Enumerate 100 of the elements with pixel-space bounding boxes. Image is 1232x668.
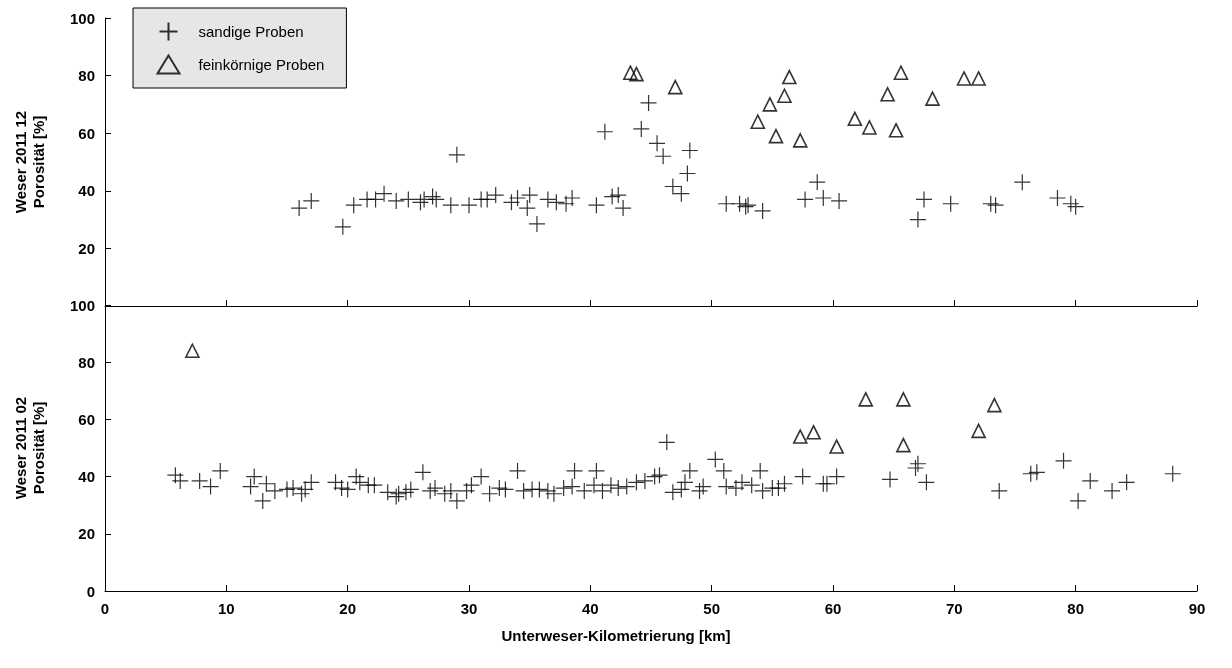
point bbox=[1067, 198, 1085, 216]
point bbox=[399, 190, 417, 209]
point bbox=[387, 192, 405, 210]
point bbox=[654, 147, 672, 165]
point bbox=[1048, 189, 1067, 207]
point bbox=[893, 65, 909, 81]
point bbox=[754, 202, 772, 220]
y-tick-label: 40 bbox=[78, 468, 95, 486]
point bbox=[460, 196, 478, 214]
point bbox=[603, 187, 621, 206]
point bbox=[808, 173, 826, 191]
point bbox=[487, 186, 505, 204]
point bbox=[345, 196, 363, 214]
point bbox=[792, 429, 808, 444]
point bbox=[478, 190, 496, 209]
x-tick-label: 90 bbox=[1188, 600, 1206, 617]
point bbox=[971, 423, 986, 439]
point bbox=[792, 133, 808, 148]
point bbox=[925, 91, 940, 106]
x-tick-label: 70 bbox=[945, 600, 963, 617]
x-axis-title: Unterweser-Kilometrierung [km] bbox=[501, 627, 731, 644]
point bbox=[987, 397, 1002, 413]
point bbox=[814, 189, 832, 207]
x-tick-label: 50 bbox=[703, 600, 721, 617]
x-tick-label: 20 bbox=[339, 600, 357, 617]
y-axis-title: Weser 2011 02 Porosität [%] bbox=[11, 396, 47, 500]
point bbox=[648, 134, 666, 152]
point bbox=[609, 186, 627, 204]
x-tick-label: 80 bbox=[1067, 600, 1085, 617]
point bbox=[796, 190, 814, 209]
y-tick-label: 100 bbox=[69, 9, 95, 27]
point bbox=[539, 190, 557, 209]
x-tick-label: 40 bbox=[581, 600, 599, 617]
point bbox=[858, 392, 874, 407]
point bbox=[782, 69, 797, 85]
point bbox=[896, 392, 911, 407]
y-axis-title: Weser 2011 12 Porosität [%] bbox=[11, 110, 47, 214]
x-tick-label: 60 bbox=[824, 600, 842, 617]
point bbox=[986, 196, 1005, 214]
point bbox=[862, 120, 877, 135]
x-tick-label: 30 bbox=[460, 600, 478, 617]
point bbox=[448, 146, 466, 164]
y-tick-label: 60 bbox=[78, 410, 95, 428]
point bbox=[547, 193, 565, 211]
y-tick-label: 80 bbox=[78, 67, 95, 85]
y-tick-label: 100 bbox=[69, 296, 95, 314]
point bbox=[888, 123, 904, 138]
point bbox=[290, 199, 308, 217]
point bbox=[971, 71, 986, 86]
point bbox=[302, 192, 320, 210]
point bbox=[563, 189, 581, 207]
legend-label: feinkörnige Proben bbox=[198, 56, 325, 73]
point bbox=[768, 128, 784, 144]
point bbox=[829, 439, 844, 454]
point bbox=[717, 195, 735, 213]
point bbox=[185, 343, 200, 359]
point bbox=[1013, 173, 1031, 191]
point bbox=[528, 215, 546, 233]
point bbox=[750, 114, 766, 129]
point bbox=[375, 185, 393, 203]
point bbox=[1062, 195, 1080, 213]
point bbox=[502, 193, 521, 211]
point bbox=[678, 164, 696, 183]
point bbox=[942, 195, 960, 213]
point bbox=[639, 94, 658, 112]
point bbox=[366, 190, 385, 209]
point bbox=[334, 218, 352, 236]
point bbox=[629, 66, 644, 82]
point bbox=[982, 195, 1000, 213]
y-tick-label: 40 bbox=[78, 182, 95, 200]
point bbox=[681, 141, 699, 160]
point bbox=[442, 196, 460, 214]
point bbox=[830, 192, 848, 210]
y-tick-label: 80 bbox=[78, 353, 95, 371]
point bbox=[880, 87, 895, 102]
point bbox=[730, 195, 749, 213]
point bbox=[623, 65, 638, 81]
point bbox=[557, 195, 575, 213]
legend-label: sandige Proben bbox=[198, 23, 304, 40]
point bbox=[777, 88, 792, 104]
point bbox=[956, 71, 972, 86]
y-tick-label: 60 bbox=[78, 124, 95, 142]
point bbox=[762, 97, 778, 112]
x-tick-label: 10 bbox=[217, 600, 235, 617]
point bbox=[896, 437, 911, 453]
point bbox=[587, 196, 605, 214]
point bbox=[667, 79, 683, 95]
point bbox=[411, 193, 430, 211]
point bbox=[806, 424, 821, 440]
y-tick-label: 20 bbox=[78, 239, 95, 257]
x-tick-label: 0 bbox=[100, 600, 110, 617]
y-tick-label: 0 bbox=[86, 582, 95, 600]
point bbox=[632, 120, 650, 138]
point bbox=[915, 190, 933, 209]
point bbox=[596, 123, 614, 141]
point bbox=[521, 186, 539, 204]
point bbox=[614, 199, 632, 217]
point bbox=[909, 211, 927, 229]
point bbox=[847, 111, 863, 127]
y-tick-label: 20 bbox=[78, 525, 95, 543]
